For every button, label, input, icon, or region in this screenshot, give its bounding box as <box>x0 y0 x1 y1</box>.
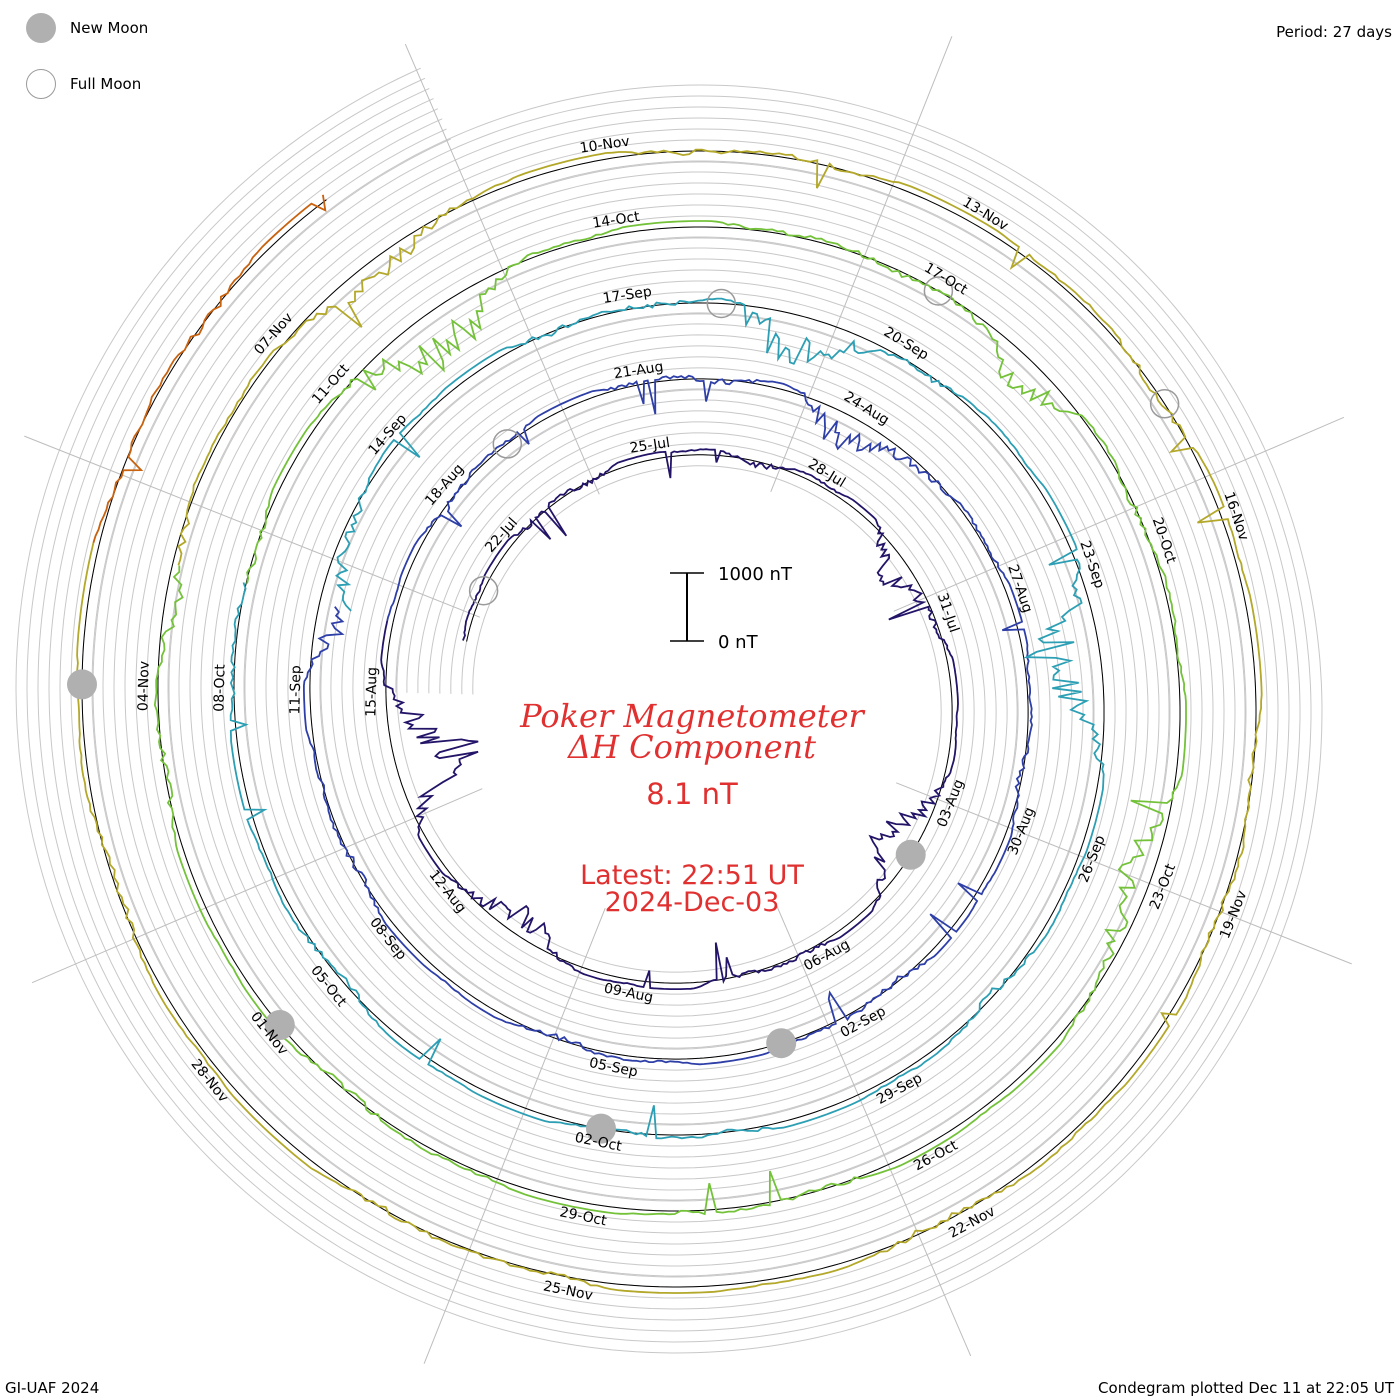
date-label: 19-Nov <box>1217 888 1250 941</box>
rotation-baseline <box>309 378 1029 1060</box>
full-moon-marker <box>1149 389 1180 419</box>
date-label: 04-Nov <box>135 661 152 712</box>
rotation-trace <box>380 448 959 990</box>
day-spokes <box>24 36 1352 1364</box>
date-label: 17-Oct <box>921 260 970 299</box>
date-label: 09-Aug <box>602 980 654 1006</box>
new-moon-marker <box>67 669 97 700</box>
day-spoke <box>893 416 1345 612</box>
date-label: 30-Aug <box>1005 805 1038 857</box>
latest-date: 2024-Dec-03 <box>605 887 780 918</box>
date-label: 21-Aug <box>613 359 665 382</box>
date-label: 10-Nov <box>579 133 631 156</box>
magnetometer-traces <box>76 148 1263 1294</box>
rotation-baseline <box>385 454 953 984</box>
rotation-baseline <box>98 199 327 545</box>
date-label: 17-Sep <box>602 284 653 307</box>
date-label: 02-Oct <box>573 1130 623 1155</box>
date-label: 08-Sep <box>366 915 409 964</box>
grid-spiral <box>15 67 1323 1354</box>
day-spoke <box>770 36 953 492</box>
new-moon-marker <box>586 1113 616 1144</box>
full-moon-marker <box>706 288 737 319</box>
date-label: 25-Jul <box>629 435 671 457</box>
rotation-trace <box>153 220 1187 1216</box>
full-moon-icon <box>26 69 56 99</box>
date-label: 12-Aug <box>426 867 470 916</box>
full-moon-marker <box>468 575 499 606</box>
date-label: 24-Aug <box>841 389 892 429</box>
legend-full-moon: Full Moon <box>26 69 141 99</box>
date-label: 23-Oct <box>1147 861 1179 911</box>
day-spoke <box>776 905 972 1357</box>
full-moon-label: Full Moon <box>70 75 142 93</box>
period-label: Period: 27 days <box>1276 23 1392 41</box>
date-label: 16-Nov <box>1220 490 1251 543</box>
day-spoke <box>404 43 600 495</box>
grid-spiral <box>26 77 1312 1343</box>
date-label: 14-Oct <box>591 209 641 232</box>
date-label: 20-Oct <box>1149 515 1179 566</box>
date-label: 22-Nov <box>946 1204 998 1242</box>
date-label: 29-Oct <box>558 1204 608 1229</box>
rotation-baseline <box>81 150 1257 1288</box>
current-value: 8.1 nT <box>646 777 738 811</box>
chart-subtitle: ΔH Component <box>566 728 816 766</box>
latest-time: Latest: 22:51 UT <box>580 860 804 891</box>
full-moon-marker <box>492 429 523 459</box>
day-spoke <box>31 788 483 984</box>
day-spoke <box>423 908 606 1364</box>
date-label: 15-Aug <box>363 667 380 717</box>
date-label: 05-Oct <box>307 963 349 1011</box>
grid-spiral <box>59 108 1279 1310</box>
full-moon-marker <box>923 276 954 306</box>
grid-spiral <box>48 98 1290 1321</box>
date-label: 27-Aug <box>1004 563 1035 615</box>
scale-bar: 1000 nT 0 nT <box>670 564 793 653</box>
rotation-trace <box>229 297 1105 1140</box>
date-label: 23-Sep <box>1076 539 1107 591</box>
plotted-label: Condegram plotted Dec 11 at 22:05 UT <box>1098 1379 1394 1397</box>
date-label: 20-Sep <box>881 324 931 363</box>
date-label: 26-Sep <box>1076 833 1109 885</box>
scale-bar-bottom-label: 0 nT <box>718 632 759 653</box>
rotation-trace <box>76 148 1263 1294</box>
day-spoke <box>24 435 480 618</box>
new-moon-marker <box>766 1028 797 1059</box>
moon-markers <box>67 276 1180 1144</box>
legend-new-moon: New Moon <box>26 13 148 43</box>
date-label: 26-Oct <box>911 1137 961 1174</box>
rotation-trace <box>92 194 327 544</box>
new-moon-marker <box>264 1010 295 1040</box>
date-label: 03-Aug <box>934 777 967 829</box>
chart-title: Poker Magnetometer <box>519 697 865 735</box>
date-label: 28-Nov <box>188 1056 232 1105</box>
grid-spiral <box>37 87 1301 1332</box>
grid-spiral <box>92 138 1246 1277</box>
rotation-baseline <box>233 302 1105 1136</box>
grid-spiral <box>70 118 1268 1299</box>
scale-bar-top-label: 1000 nT <box>718 564 793 585</box>
new-moon-icon <box>26 13 56 43</box>
credit-label: GI-UAF 2024 <box>5 1379 100 1397</box>
date-label: 11-Sep <box>287 665 304 715</box>
rotation-trace <box>302 374 1033 1066</box>
new-moon-label: New Moon <box>70 19 149 37</box>
date-label: 05-Sep <box>588 1055 640 1081</box>
date-label: 08-Oct <box>211 664 228 712</box>
new-moon-marker <box>895 839 926 870</box>
date-label: 14-Sep <box>365 411 410 459</box>
